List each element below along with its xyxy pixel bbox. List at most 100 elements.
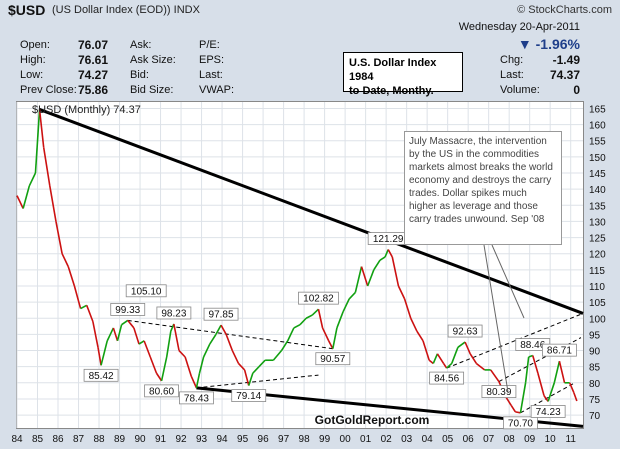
price-label-box — [83, 368, 119, 382]
price-segment — [100, 340, 109, 366]
x-tick-label: 90 — [134, 434, 146, 445]
price-label: 78.43 — [184, 393, 209, 404]
pe-label: P/E: — [199, 39, 220, 51]
price-segment — [149, 356, 158, 374]
price-segment — [490, 369, 500, 383]
trendline — [196, 374, 319, 389]
price-segment — [354, 266, 363, 293]
price-segment — [202, 343, 211, 358]
price-segment — [49, 185, 57, 222]
price-segment — [34, 109, 41, 174]
price-segment — [138, 340, 145, 345]
price-segment — [442, 363, 448, 369]
x-tick-label: 08 — [504, 434, 516, 445]
x-tick-label: 86 — [52, 434, 64, 445]
price-segment — [305, 314, 313, 319]
price-segment — [178, 349, 186, 358]
price-segment — [558, 360, 566, 383]
y-tick-label: 85 — [589, 363, 601, 374]
price-segment — [121, 319, 129, 326]
price-segment — [348, 291, 356, 300]
price-label-box — [503, 416, 538, 430]
price-label-box — [156, 306, 192, 320]
price-label-box — [110, 303, 146, 316]
x-tick-label: 94 — [217, 434, 229, 445]
trendline — [520, 382, 576, 414]
price-label-box — [542, 343, 577, 357]
price-segment — [475, 362, 486, 371]
ask-label: Ask: — [130, 39, 152, 51]
y-tick-label: 115 — [589, 266, 605, 277]
brand-label: © StockCharts.com — [517, 4, 612, 16]
price-label-box — [315, 352, 351, 366]
price-label-box — [447, 324, 483, 338]
price-segment — [28, 172, 37, 187]
volume-label: Volume: — [500, 84, 540, 96]
price-label: 105.10 — [131, 286, 162, 297]
x-tick-label: 87 — [73, 434, 85, 445]
price-segment — [403, 298, 412, 319]
high-label: High: — [20, 54, 46, 66]
price-segment — [543, 395, 549, 402]
price-label: 84.56 — [434, 374, 459, 385]
price-segment — [220, 324, 227, 335]
price-segment — [97, 347, 102, 366]
price-segment — [243, 369, 250, 386]
price-label-box — [231, 389, 267, 402]
x-tick-label: 84 — [11, 434, 23, 445]
x-tick-label: 93 — [196, 434, 208, 445]
x-tick-label: 01 — [360, 434, 372, 445]
y-tick-label: 130 — [589, 217, 606, 228]
price-segment — [410, 317, 418, 332]
price-segment — [547, 382, 556, 402]
last-label: Last: — [199, 69, 223, 81]
price-segment — [432, 353, 439, 364]
price-label: 102.82 — [303, 294, 334, 305]
price-segment — [209, 333, 217, 345]
open-label: Open: — [20, 39, 50, 51]
price-label: 121.29 — [373, 234, 404, 245]
annotation-callout: July Massacre, the intervention by the U… — [404, 131, 562, 245]
y-tick-label: 90 — [589, 347, 601, 358]
price-segment — [321, 327, 330, 342]
y-tick-label: 80 — [589, 379, 601, 390]
price-label-box — [530, 405, 566, 418]
title-bar: $USD (US Dollar Index (EOD)) INDX © Stoc… — [0, 0, 620, 22]
y-tick-label: 140 — [589, 185, 606, 196]
price-label: 85.42 — [89, 371, 114, 382]
price-segment — [286, 327, 295, 342]
price-segment — [451, 347, 459, 364]
quote-date: Wednesday 20-Apr-2011 — [458, 21, 580, 33]
price-segment — [464, 341, 471, 355]
price-segment — [61, 253, 69, 267]
pct-change: ▼ -1.96% — [517, 36, 580, 52]
series-legend: $USD (Monthly) 74.37 — [32, 104, 141, 116]
price-segment — [397, 285, 406, 300]
price-segment — [22, 185, 31, 209]
price-label: 86.71 — [547, 346, 572, 357]
price-label: 79.14 — [236, 391, 261, 402]
price-segment — [55, 221, 63, 254]
x-tick-label: 09 — [524, 434, 536, 445]
bid-label: Bid: — [130, 69, 149, 81]
price-segment — [553, 360, 561, 383]
volume-value: 0 — [573, 83, 580, 97]
vwap-label: VWAP: — [199, 84, 235, 96]
x-tick-label: 03 — [401, 434, 413, 445]
x-tick-label: 88 — [93, 434, 105, 445]
price-segment — [568, 382, 575, 393]
ask-size-label: Ask Size: — [130, 54, 176, 66]
price-label: 92.63 — [453, 327, 478, 338]
y-tick-label: 160 — [589, 121, 606, 132]
callout-pointer — [491, 244, 525, 319]
price-label: 99.33 — [115, 305, 140, 316]
price-segment — [379, 256, 386, 261]
trendline — [446, 312, 584, 369]
price-label-box — [179, 391, 214, 405]
price-label: 70.70 — [508, 418, 533, 429]
high-value: 76.61 — [78, 53, 109, 67]
price-segment — [293, 324, 301, 329]
price-segment — [215, 324, 222, 335]
price-segment — [332, 327, 338, 349]
y-tick-label: 165 — [589, 104, 606, 115]
